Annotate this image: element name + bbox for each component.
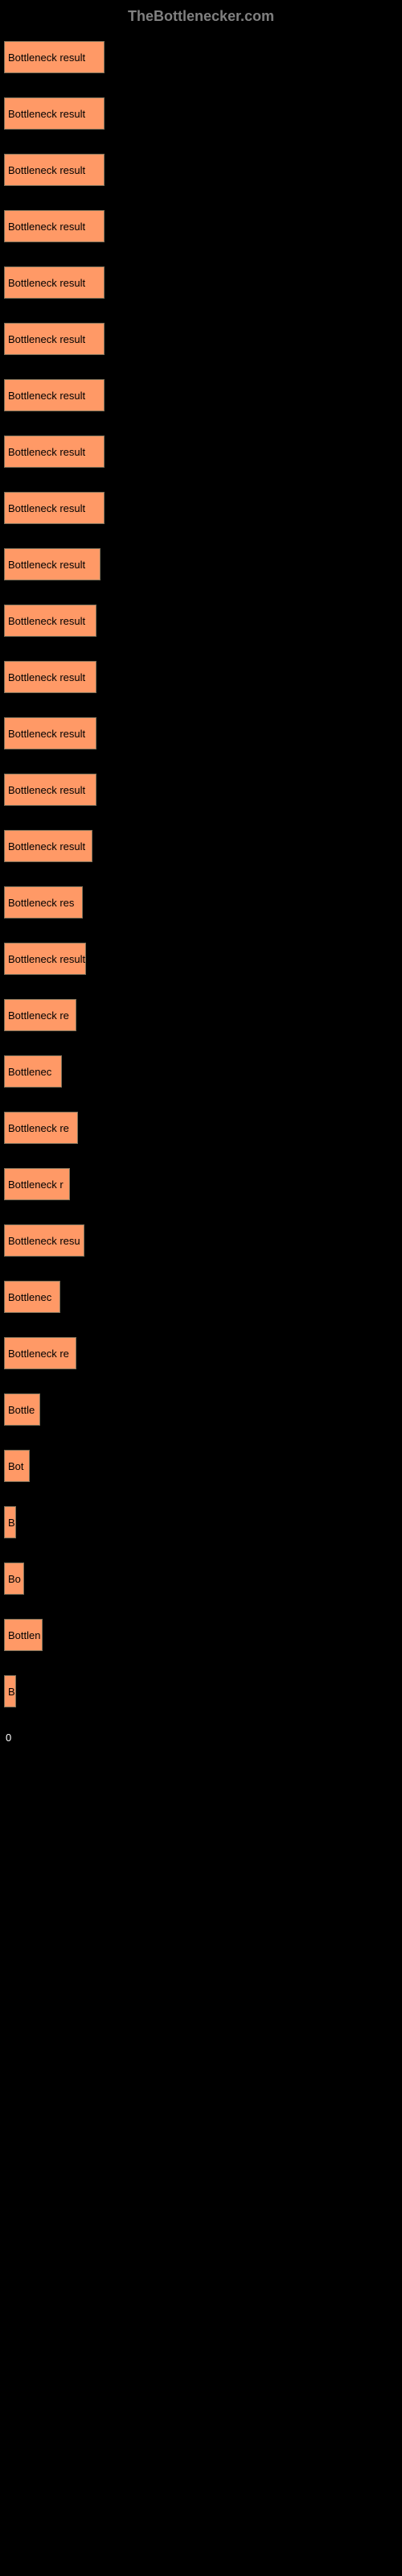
bar-row: Bottleneck result [4,830,398,862]
bar: Bottleneck result [4,266,105,299]
bar: Bottleneck resu [4,1224,84,1257]
bar-row: Bottleneck res [4,886,398,919]
bar-row: Bottleneck result [4,323,398,355]
bar: Bottleneck result [4,548,100,580]
bar: Bo [4,1563,24,1595]
bar: Bottleneck re [4,999,76,1031]
bar: Bottlenec [4,1281,60,1313]
bar-row: Bottleneck result [4,379,398,411]
header: TheBottlenecker.com [0,0,402,33]
bar-label: Bottleneck result [8,671,85,683]
bar: Bottleneck res [4,886,83,919]
bar-row: Bottleneck r [4,1168,398,1200]
bar: Bottleneck result [4,154,105,186]
bar: Bottleneck re [4,1337,76,1369]
bar-row: Bottlen [4,1619,398,1651]
bar-label: Bottleneck r [8,1179,64,1191]
bar-label: Bottlen [8,1629,40,1641]
bar: Bottleneck result [4,97,105,130]
bar: Bottleneck r [4,1168,70,1200]
bar-label: Bottleneck result [8,615,85,627]
bar-chart: Bottleneck result Bottleneck result Bottle… [0,33,402,1740]
bar-row: Bottleneck result [4,717,398,749]
bar-row: Bottleneck result [4,210,398,242]
bar-row: Bottleneck re [4,1337,398,1369]
bar-label: Bottleneck result [8,446,85,458]
bar-label: Bottleneck result [8,502,85,514]
bar-row: Bottleneck result [4,774,398,806]
bar-label: Bottleneck res [8,897,74,909]
bar-row: Bottleneck result [4,41,398,73]
bar-label: Bottleneck resu [8,1235,80,1247]
bar-label: B [8,1686,15,1698]
bar-row: Bot [4,1450,398,1482]
bar: Bottleneck result [4,830,92,862]
bar: Bottleneck result [4,717,96,749]
bar-row: Bottleneck result [4,492,398,524]
bar-row: Bottleneck re [4,1112,398,1144]
bar-row: Bo [4,1563,398,1595]
axis-label-0: 0 [6,1732,11,1744]
bar: B [4,1506,16,1538]
bar: Bottleneck result [4,41,105,73]
site-title: TheBottlenecker.com [128,8,274,24]
bar-label: Bo [8,1573,21,1585]
bar-label: Bottlenec [8,1291,51,1303]
bar: Bottleneck result [4,492,105,524]
bar: Bottlen [4,1619,43,1651]
bar-label: Bottleneck result [8,559,85,571]
bar-row: Bottleneck result [4,266,398,299]
bar-label: Bottle [8,1404,35,1416]
bar-label: Bottleneck result [8,108,85,120]
bar-label: Bottleneck result [8,953,85,965]
bar-label: Bottleneck result [8,277,85,289]
bar-label: Bottleneck result [8,52,85,64]
bar-label: Bottleneck result [8,333,85,345]
bar: Bottleneck result [4,323,105,355]
bar: Bottleneck result [4,379,105,411]
bar-label: Bottlenec [8,1066,51,1078]
bar-row: Bottle [4,1393,398,1426]
bar-row: Bottleneck result [4,605,398,637]
bar: Bottleneck result [4,774,96,806]
bar-row: Bottleneck resu [4,1224,398,1257]
bar: Bottleneck result [4,661,96,693]
bar-label: Bottleneck re [8,1009,69,1022]
bar-row: B [4,1675,398,1707]
bar-label: Bottleneck re [8,1348,69,1360]
bar-label: B [8,1517,15,1529]
bar-row: Bottlenec [4,1055,398,1088]
bar-label: Bottleneck result [8,390,85,402]
bar-label: Bot [8,1460,24,1472]
bar-label: Bottleneck result [8,164,85,176]
bar-label: Bottleneck result [8,784,85,796]
bar: Bottlenec [4,1055,62,1088]
bar-row: B [4,1506,398,1538]
bar-label: Bottleneck re [8,1122,69,1134]
bar: Bottleneck result [4,210,105,242]
bar: Bottleneck re [4,1112,78,1144]
bar-row: Bottleneck result [4,548,398,580]
bar: Bottleneck result [4,605,96,637]
bar: Bottleneck result [4,436,105,468]
bar-row: Bottlenec [4,1281,398,1313]
bar-row: Bottleneck result [4,943,398,975]
bar: Bot [4,1450,30,1482]
bar-row: Bottleneck result [4,661,398,693]
bar: Bottle [4,1393,40,1426]
bar-row: Bottleneck result [4,436,398,468]
bar: B [4,1675,16,1707]
bar-row: Bottleneck re [4,999,398,1031]
bar-row: Bottleneck result [4,97,398,130]
bar-label: Bottleneck result [8,221,85,233]
bar-row: Bottleneck result [4,154,398,186]
bar-label: Bottleneck result [8,728,85,740]
bar: Bottleneck result [4,943,86,975]
bar-label: Bottleneck result [8,840,85,852]
